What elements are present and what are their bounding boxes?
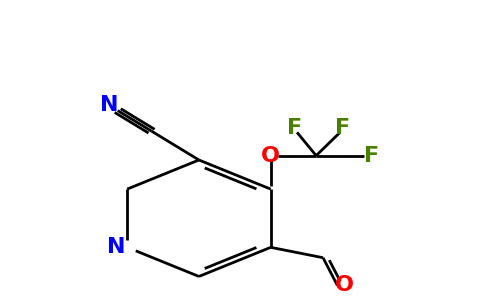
Text: O: O xyxy=(261,146,280,166)
Text: F: F xyxy=(335,118,350,138)
Text: F: F xyxy=(287,118,302,138)
Text: F: F xyxy=(363,146,379,166)
Text: N: N xyxy=(107,237,126,257)
Text: N: N xyxy=(100,95,119,116)
Text: O: O xyxy=(335,275,354,296)
